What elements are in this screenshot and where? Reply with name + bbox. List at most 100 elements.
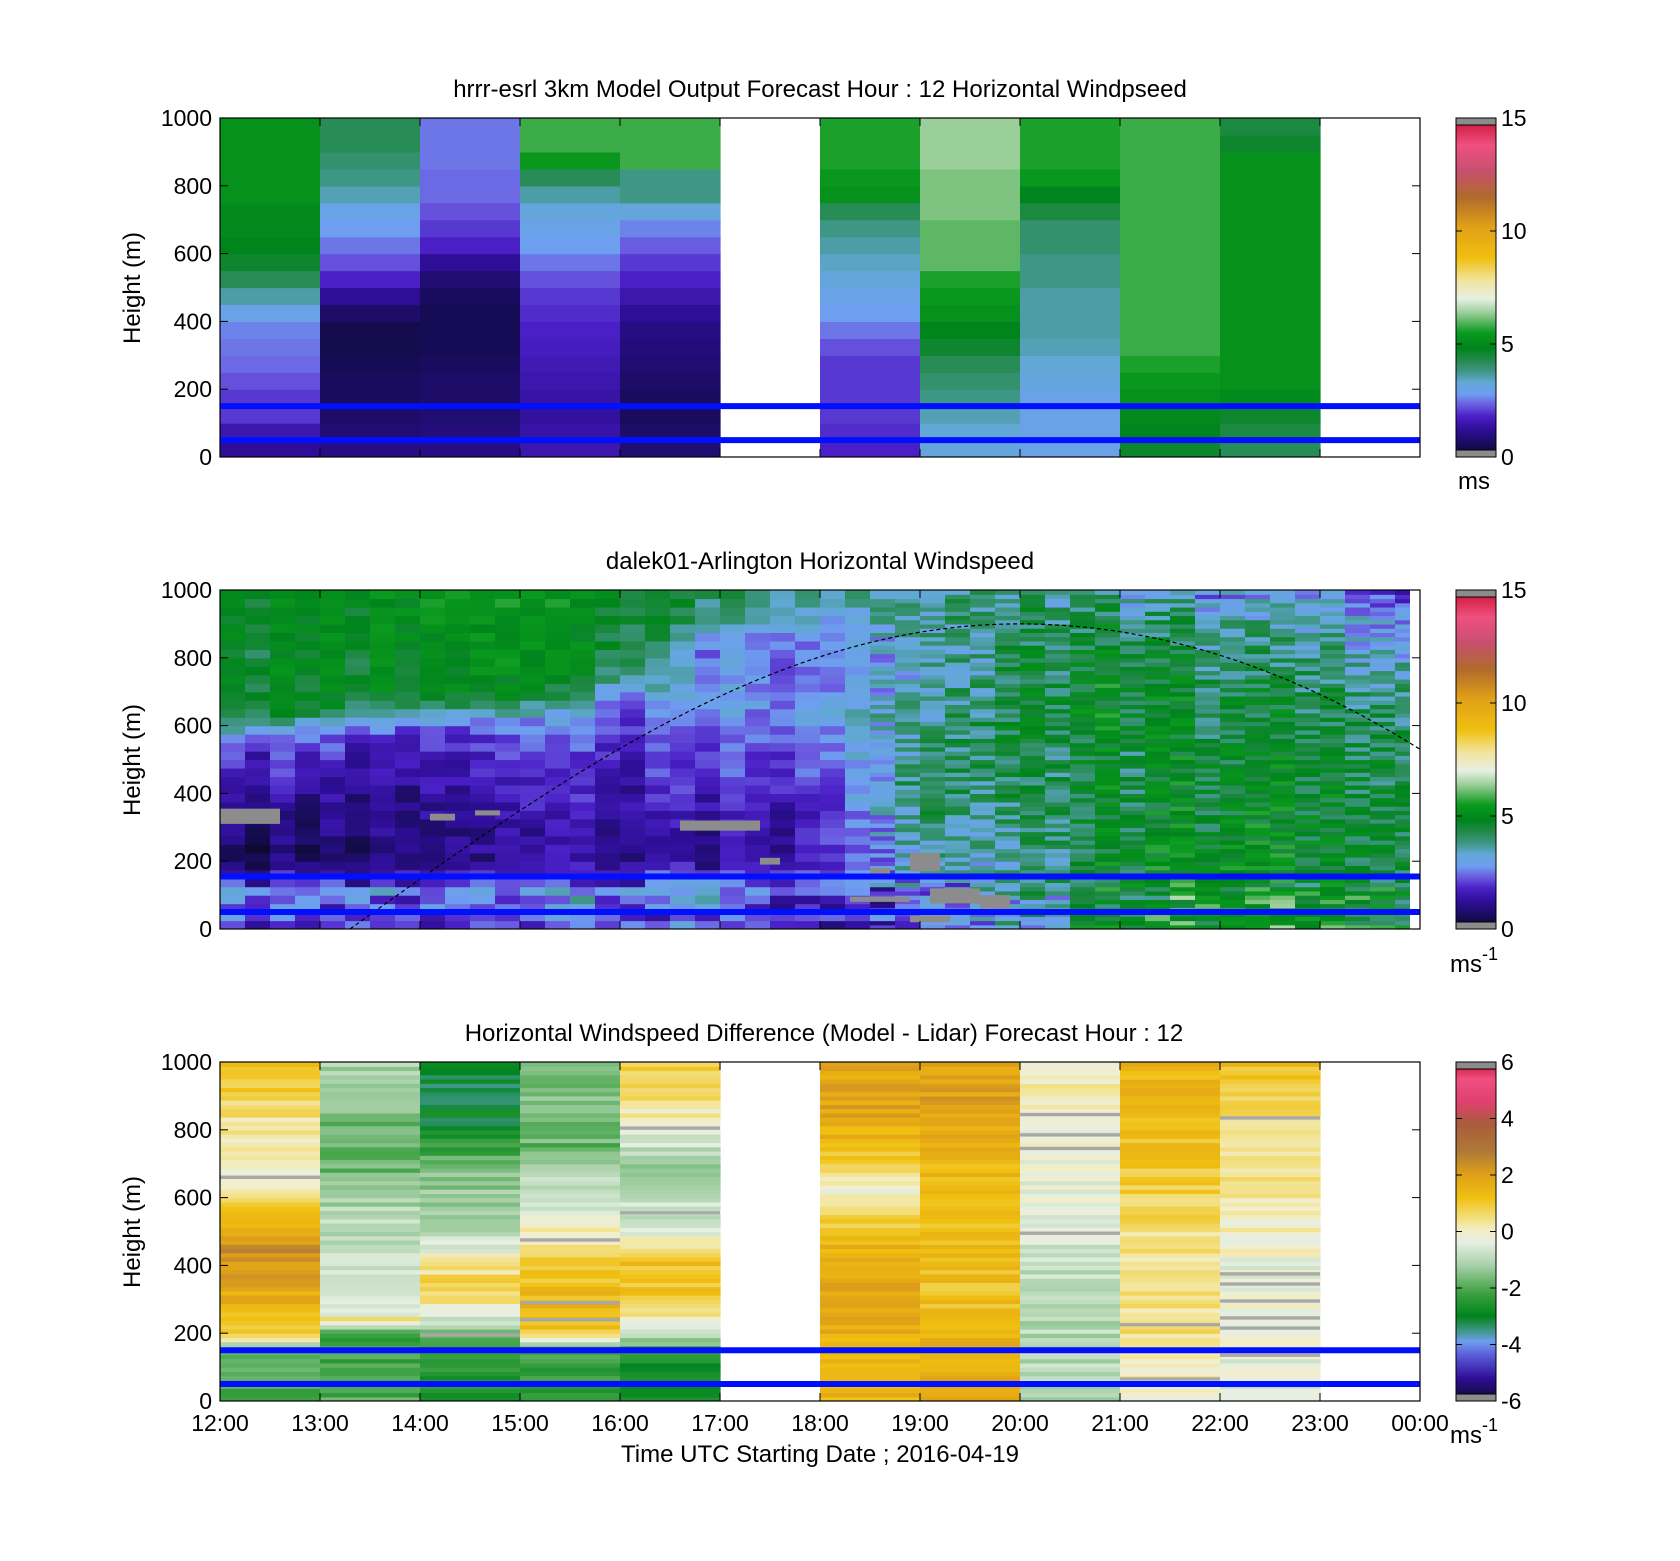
lidar-cell bbox=[695, 903, 721, 913]
model-cell bbox=[520, 355, 621, 373]
lidar-cell bbox=[1270, 899, 1296, 905]
lidar-cell bbox=[970, 814, 996, 820]
lidar-cell bbox=[220, 793, 246, 803]
lidar-cell bbox=[1195, 920, 1221, 926]
difference-cell bbox=[420, 1367, 521, 1372]
lidar-cell bbox=[820, 776, 846, 786]
difference-cell bbox=[1120, 1218, 1221, 1224]
lidar-cell bbox=[295, 912, 321, 922]
lidar-cell bbox=[1020, 666, 1046, 672]
lidar-cell bbox=[1295, 835, 1321, 841]
model-cell bbox=[820, 219, 921, 238]
difference-cell bbox=[920, 1290, 1021, 1296]
lidar-cell bbox=[770, 725, 796, 735]
lidar-cell bbox=[370, 683, 396, 693]
lidar-cell bbox=[595, 912, 621, 922]
lidar-cell bbox=[1395, 801, 1420, 807]
lidar-cell bbox=[1070, 611, 1096, 617]
lidar-cell bbox=[245, 776, 271, 786]
lidar-cell bbox=[395, 810, 421, 820]
model-cell bbox=[1120, 270, 1221, 289]
lidar-cell bbox=[1295, 657, 1321, 663]
lidar-cell bbox=[720, 708, 746, 718]
lidar-cell bbox=[770, 717, 796, 727]
lidar-cell bbox=[270, 725, 296, 735]
model-cell bbox=[1120, 219, 1221, 238]
lidar-cell bbox=[895, 780, 921, 786]
lidar-cell bbox=[870, 746, 896, 752]
lidar-cell bbox=[845, 912, 871, 922]
lidar-cell bbox=[1170, 755, 1196, 761]
lidar-cell bbox=[1270, 767, 1296, 773]
lidar-cell bbox=[1345, 636, 1371, 642]
lidar-cell bbox=[795, 912, 821, 922]
lidar-cell bbox=[1395, 649, 1420, 655]
difference-cell bbox=[420, 1150, 521, 1156]
lidar-cell bbox=[720, 649, 746, 659]
model-cell bbox=[820, 253, 921, 272]
model-cell bbox=[420, 168, 521, 187]
difference-cell bbox=[1120, 1362, 1221, 1368]
lidar-cell bbox=[1045, 801, 1071, 807]
lidar-cell bbox=[520, 691, 546, 701]
difference-cell bbox=[320, 1074, 421, 1080]
lidar-cell bbox=[895, 645, 921, 650]
lidar-cell bbox=[1370, 751, 1396, 756]
lidar-cell bbox=[1145, 628, 1171, 633]
lidar-cell bbox=[545, 810, 571, 820]
difference-cell bbox=[1220, 1214, 1321, 1220]
lidar-cell bbox=[895, 865, 921, 871]
difference-cell bbox=[520, 1108, 621, 1114]
lidar-cell bbox=[320, 674, 346, 684]
lidar-cell bbox=[595, 852, 621, 862]
lidar-cell bbox=[1195, 844, 1221, 850]
lidar-cell bbox=[970, 751, 996, 756]
difference-cell bbox=[1020, 1138, 1121, 1144]
model-cell bbox=[1220, 355, 1321, 373]
lidar-cell bbox=[1195, 611, 1221, 617]
colorbar-tick-label: 15 bbox=[1501, 577, 1527, 603]
x-tick-label: 19:00 bbox=[891, 1410, 949, 1436]
lidar-cell bbox=[1370, 899, 1396, 905]
lidar-cell bbox=[920, 759, 946, 765]
difference-cell bbox=[820, 1269, 921, 1275]
lidar-cell bbox=[1045, 670, 1071, 676]
panel3-ylabel: Height (m) bbox=[119, 1176, 146, 1288]
y-tick-label: 1000 bbox=[161, 105, 212, 131]
lidar-cell bbox=[1095, 721, 1121, 727]
lidar-cell bbox=[1095, 844, 1121, 850]
lidar-cell bbox=[1220, 827, 1246, 833]
lidar-cell bbox=[1070, 662, 1096, 667]
difference-cell bbox=[520, 1273, 621, 1279]
lidar-cell bbox=[320, 657, 346, 667]
difference-cell bbox=[620, 1337, 721, 1343]
lidar-cell bbox=[1345, 924, 1371, 929]
lidar-cell bbox=[345, 623, 371, 633]
lidar-cell bbox=[395, 861, 421, 871]
lidar-cell bbox=[1370, 916, 1396, 922]
lidar-cell bbox=[345, 810, 371, 820]
model-cell bbox=[920, 168, 1021, 187]
difference-cell bbox=[620, 1070, 721, 1076]
lidar-cell bbox=[545, 801, 571, 811]
model-cell bbox=[920, 355, 1021, 373]
lidar-cell bbox=[245, 801, 271, 811]
lidar-cell bbox=[845, 810, 871, 820]
lidar-cell bbox=[1270, 780, 1296, 786]
model-cell bbox=[420, 338, 521, 356]
difference-cell bbox=[520, 1307, 621, 1313]
lidar-cell bbox=[520, 776, 546, 786]
lidar-cell bbox=[1220, 780, 1246, 786]
lidar-cell bbox=[1295, 878, 1321, 883]
lidar-cell bbox=[1320, 700, 1346, 706]
lidar-cell bbox=[620, 920, 646, 929]
lidar-cell bbox=[395, 793, 421, 803]
lidar-cell bbox=[1070, 903, 1096, 909]
lidar-cell bbox=[1295, 683, 1321, 689]
lidar-cell bbox=[395, 717, 421, 727]
lidar-cell bbox=[220, 615, 246, 625]
lidar-cell bbox=[1345, 615, 1371, 621]
lidar-cell bbox=[670, 827, 696, 837]
lidar-cell bbox=[420, 590, 446, 600]
lidar-cell bbox=[320, 717, 346, 727]
